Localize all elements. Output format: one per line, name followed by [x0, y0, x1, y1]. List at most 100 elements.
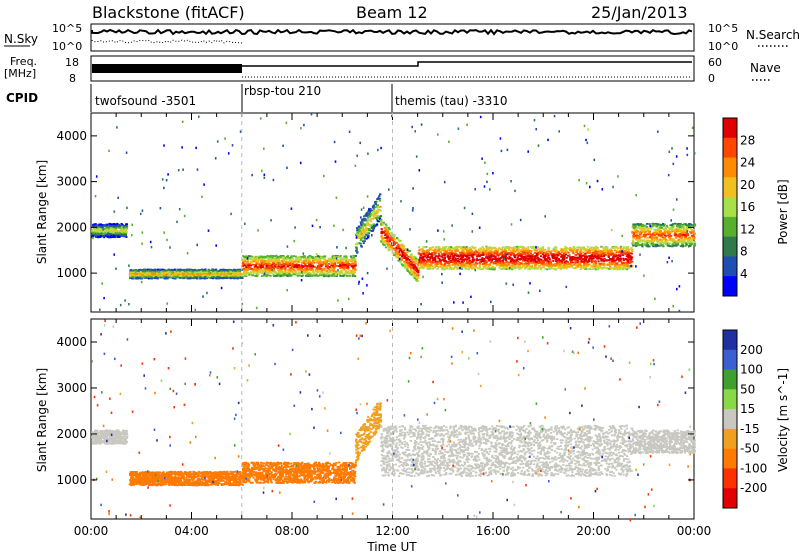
- scatter-cell: [270, 259, 273, 262]
- scatter-cell: [202, 269, 205, 272]
- scatter-cell: [577, 253, 580, 255]
- scatter-cell: [321, 272, 324, 275]
- scatter-cell: [193, 268, 196, 271]
- scatter-cell: [417, 271, 420, 274]
- scatter-cell: [165, 269, 169, 272]
- scatter-cell: [414, 272, 417, 275]
- scatter-cell: [372, 205, 375, 208]
- scatter-cell: [95, 225, 98, 227]
- scatter-cell: [118, 234, 121, 236]
- scatter-cell: [255, 270, 258, 273]
- scatter-cell: [168, 270, 172, 273]
- scatter-cell: [237, 270, 240, 272]
- scatter-cell: [202, 275, 205, 277]
- scatter-cell: [288, 257, 291, 259]
- scatter-cell: [564, 253, 567, 256]
- scatter-cell: [572, 252, 575, 255]
- scatter-cell: [527, 268, 530, 270]
- scatter-cell: [145, 269, 148, 272]
- scatter-cell: [278, 260, 281, 262]
- scatter-cell: [278, 262, 281, 264]
- scatter-cell: [218, 276, 221, 278]
- scatter-cell: [590, 246, 593, 249]
- scatter-cell: [135, 276, 138, 279]
- scatter-cell: [196, 269, 199, 272]
- scatter-cell: [346, 267, 350, 270]
- scatter-cell: [187, 272, 190, 275]
- scatter-cell: [340, 269, 343, 272]
- scatter-cell: [317, 266, 320, 269]
- scatter-cell: [333, 256, 336, 258]
- scatter-cell: [120, 227, 123, 230]
- scatter-cell: [91, 235, 94, 238]
- scatter-cell: [288, 268, 291, 271]
- scatter-cell: [263, 274, 266, 277]
- scatter-cell: [132, 271, 135, 274]
- scatter-cell: [226, 274, 229, 277]
- scatter-cell: [241, 275, 244, 278]
- scatter-cell: [98, 233, 102, 235]
- scatter-cell: [374, 206, 377, 209]
- scatter-cell: [179, 268, 182, 271]
- scatter-cell: [293, 266, 296, 268]
- scatter-cell: [386, 236, 389, 239]
- scatter-cell: [371, 214, 374, 217]
- scatter-cell: [327, 275, 330, 278]
- scatter-cell: [341, 264, 344, 267]
- scatter-cell: [253, 260, 256, 263]
- scatter-cell: [540, 255, 543, 258]
- scatter-cell: [546, 250, 549, 253]
- scatter-cell: [404, 255, 407, 258]
- scatter-cell: [161, 270, 164, 273]
- scatter-cell: [410, 266, 413, 268]
- scatter-cell: [572, 263, 575, 266]
- scatter-cell: [266, 257, 270, 260]
- scatter-cell: [111, 232, 114, 235]
- scatter-cell: [257, 263, 260, 265]
- freq-tick-bottom: 8: [69, 72, 76, 85]
- scatter-cell: [451, 267, 454, 270]
- scatter-cell: [306, 265, 309, 268]
- scatter-cell: [351, 271, 354, 274]
- scatter-cell: [403, 256, 406, 259]
- scatter-cell: [272, 266, 275, 269]
- scatter-cell: [269, 257, 273, 259]
- scatter-cell: [419, 264, 422, 267]
- scatter-cell: [394, 241, 397, 244]
- scatter-cell: [122, 233, 125, 236]
- scatter-cell: [207, 268, 210, 271]
- scatter-cell: [380, 235, 383, 238]
- scatter-cell: [299, 266, 302, 268]
- scatter-cell: [309, 264, 312, 266]
- scatter-cell: [277, 274, 280, 277]
- scatter-cell: [123, 224, 126, 227]
- scatter-cell: [296, 268, 299, 271]
- scatter-cell: [167, 272, 170, 274]
- scatter-cell: [434, 258, 437, 260]
- scatter-cell: [550, 250, 553, 253]
- scatter-cell: [301, 274, 305, 277]
- scatter-cell: [302, 269, 305, 271]
- scatter-cell: [191, 270, 194, 273]
- scatter-cell: [124, 229, 128, 232]
- scatter-cell: [330, 261, 333, 263]
- scatter-cell: [132, 277, 135, 280]
- scatter-cell: [221, 273, 224, 276]
- scatter-cell: [236, 273, 239, 276]
- scatter-cell: [106, 233, 109, 236]
- scatter-cell: [145, 273, 148, 276]
- scatter-cell: [404, 263, 408, 266]
- scatter-cell: [194, 271, 197, 274]
- scatter-cell: [252, 271, 255, 274]
- scatter-cell: [285, 272, 289, 274]
- scatter-cell: [356, 227, 359, 230]
- scatter-cell: [395, 255, 398, 258]
- scatter-cell: [205, 277, 208, 280]
- scatter-cell: [173, 271, 176, 274]
- scatter-cell: [120, 230, 123, 233]
- scatter-cell: [406, 251, 409, 254]
- scatter-cell: [566, 250, 569, 252]
- scatter-cell: [555, 252, 558, 254]
- scatter-cell: [100, 231, 103, 234]
